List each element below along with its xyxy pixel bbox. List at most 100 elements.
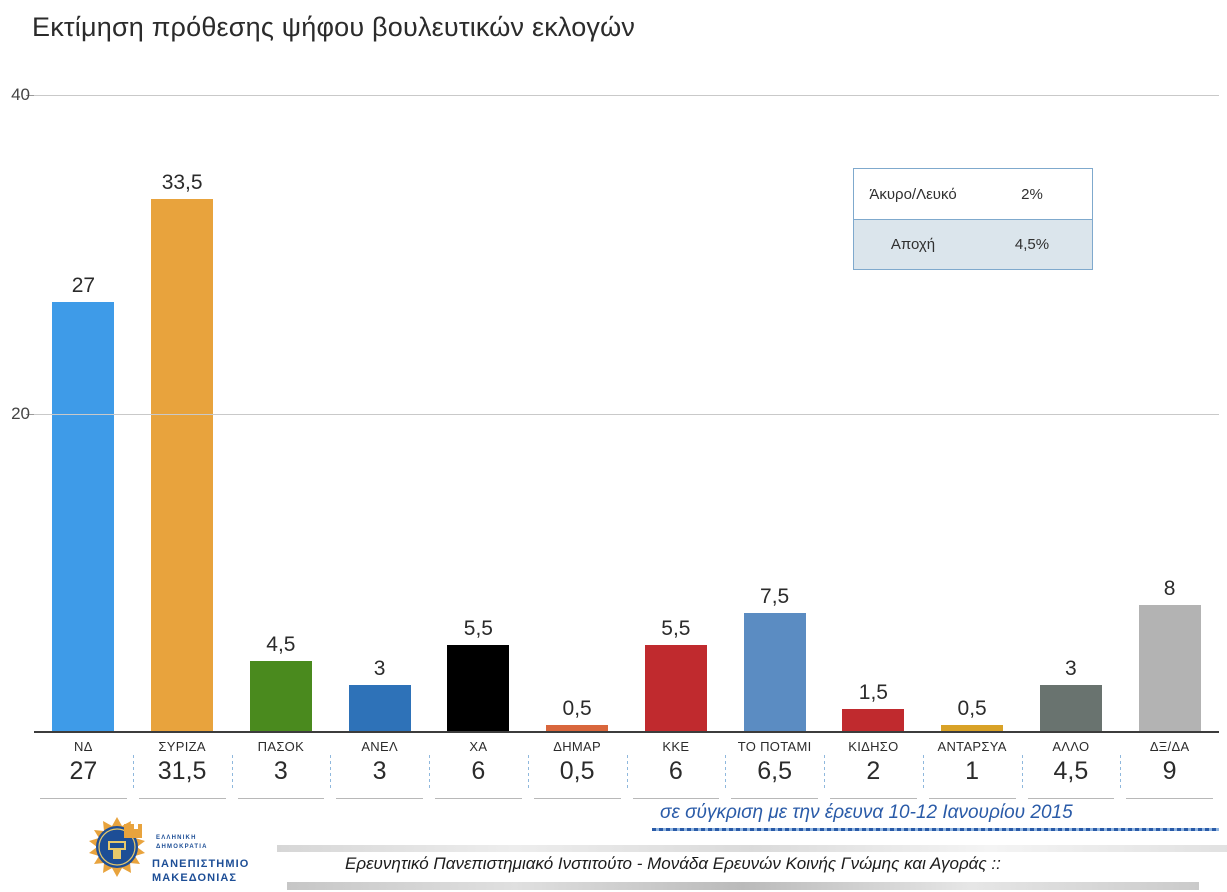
- bar-column: 3: [330, 95, 429, 733]
- bar-ΑΝΤΑΡΣΥΑ[interactable]: 0,5: [941, 697, 1004, 733]
- annotation-row-invalid-blank: Άκυρο/Λευκό 2%: [854, 169, 1092, 219]
- bar-value-label: 3: [1065, 657, 1077, 681]
- bar-value-label: 5,5: [661, 617, 691, 641]
- category-underline: [830, 798, 917, 799]
- previous-survey-value: 27: [69, 757, 98, 785]
- category-separator: [824, 755, 825, 791]
- annotation-row-abstention: Αποχή 4,5%: [854, 219, 1092, 269]
- category-cell-ΔΞ/ΔΑ: ΔΞ/ΔΑ 9: [1120, 735, 1219, 799]
- previous-survey-value: 9: [1162, 757, 1177, 785]
- annotation-label-invalid-blank: Άκυρο/Λευκό: [869, 185, 957, 203]
- bar-ΣΥΡΙΖΑ[interactable]: 33,5: [151, 171, 214, 733]
- category-label: ΧΑ: [469, 739, 488, 754]
- bar-value-label: 33,5: [161, 170, 203, 194]
- category-label: ΝΔ: [74, 739, 93, 754]
- bar-ΚΙΔΗΣΟ[interactable]: 1,5: [842, 681, 905, 733]
- footer-smudge-top: [277, 845, 1227, 852]
- footer-text: Ερευνητικό Πανεπιστημιακό Ινστιτούτο - Μ…: [345, 854, 1001, 873]
- y-axis: 20 40: [0, 85, 34, 733]
- annotation-value-abstention: 4,5%: [1014, 236, 1050, 253]
- footer-band: [277, 845, 1227, 892]
- bar-ΔΗΜΑΡ[interactable]: 0,5: [546, 697, 609, 733]
- bar-ΧΑ[interactable]: 5,5: [447, 617, 510, 733]
- y-tick-label-20: 20: [11, 404, 30, 423]
- bar-column: 8: [1120, 95, 1219, 733]
- category-cell-ΠΑΣΟΚ: ΠΑΣΟΚ 3: [231, 735, 331, 799]
- category-separator: [527, 755, 529, 791]
- category-cell-ΚΙΔΗΣΟ: ΚΙΔΗΣΟ 2: [824, 735, 923, 799]
- previous-survey-value: 31,5: [157, 757, 207, 785]
- bar-column: 5,5: [627, 95, 726, 733]
- bar-ΝΔ[interactable]: 27: [52, 274, 115, 733]
- category-label: ΑΛΛΟ: [1052, 739, 1090, 754]
- category-label: ΤΟ ΠΟΤΑΜΙ: [737, 739, 812, 754]
- category-label: ΚΚΕ: [662, 739, 690, 754]
- annotation-value-invalid-blank: 2%: [1021, 185, 1043, 203]
- previous-survey-value: 6: [668, 757, 683, 785]
- x-axis-line: [34, 731, 1219, 733]
- bar-series: 27 33,5 4,5 3 5,5 0,5 5,5 7,5 1,5 0,5 3 8: [34, 95, 1219, 733]
- bar-value-label: 1,5: [858, 681, 888, 705]
- category-label: ΔΞ/ΔΑ: [1149, 739, 1190, 754]
- previous-survey-value: 3: [273, 757, 288, 785]
- comparison-underline: [652, 828, 1219, 831]
- bar-value-label: 5,5: [463, 617, 493, 641]
- bar-ΚΚΕ[interactable]: 5,5: [644, 617, 707, 733]
- bar-column: 5,5: [429, 95, 528, 733]
- category-underline: [435, 798, 522, 799]
- category-cell-ΝΔ: ΝΔ 27: [34, 735, 133, 799]
- previous-survey-value: 3: [372, 757, 387, 785]
- bar-column: 1,5: [824, 95, 923, 733]
- category-axis-table: ΝΔ 27 ΣΥΡΙΖΑ 31,5 ΠΑΣΟΚ 3 ΑΝΕΛ 3 ΧΑ 6 ΔΗΜΑΡ 0,5 ΚΚΕ 6…: [34, 735, 1219, 799]
- category-label: ΑΝΤΑΡΣΥΑ: [937, 739, 1007, 754]
- previous-survey-value: 6,5: [757, 757, 792, 785]
- category-label: ΔΗΜΑΡ: [553, 739, 601, 754]
- category-separator: [922, 755, 924, 791]
- category-underline: [336, 798, 423, 799]
- bar-value-label: 0,5: [957, 697, 987, 721]
- bar-ΔΞ/ΔΑ[interactable]: 8: [1138, 577, 1201, 733]
- previous-survey-value: 4,5: [1053, 757, 1089, 785]
- bar-value-label: 3: [373, 657, 386, 681]
- bar-ΑΛΛΟ[interactable]: 3: [1039, 657, 1102, 733]
- category-underline: [40, 798, 127, 799]
- page-title: Εκτίμηση πρόθεσης ψήφου βουλευτικών εκλο…: [32, 12, 636, 42]
- category-cell-ΑΝΕΛ: ΑΝΕΛ 3: [330, 735, 429, 799]
- category-separator: [132, 755, 134, 791]
- annotation-table: Άκυρο/Λευκό 2% Αποχή 4,5%: [853, 168, 1093, 270]
- previous-survey-value: 1: [965, 757, 980, 785]
- bar-value-label: 8: [1163, 577, 1176, 601]
- category-separator: [1021, 755, 1023, 791]
- bar-column: 0,5: [923, 95, 1022, 733]
- category-separator: [231, 755, 233, 791]
- logo-title-line1: ΠΑΝΕΠΙΣΤΗΜΙΟ: [152, 858, 250, 870]
- category-cell-ΚΚΕ: ΚΚΕ 6: [626, 735, 726, 799]
- logo-title-line2: ΜΑΚΕΔΟΝΙΑΣ: [152, 871, 238, 884]
- category-underline: [533, 798, 621, 799]
- footer-smudge-bottom: [287, 882, 1199, 890]
- logo-subtitle: ΕΛΛΗΝΙΚΗ ΔΗΜΟΚΡΑΤΙΑ: [156, 835, 208, 850]
- category-underline: [1027, 798, 1115, 799]
- category-separator: [626, 755, 628, 791]
- bar-column: 0,5: [528, 95, 627, 733]
- y-tick-mark-40: [26, 95, 34, 96]
- gridline-20: [34, 414, 1219, 415]
- category-cell-ΤΟ ΠΟΤΑΜΙ: ΤΟ ΠΟΤΑΜΙ 6,5: [725, 735, 824, 799]
- bar-ΠΑΣΟΚ[interactable]: 4,5: [249, 633, 312, 733]
- bar-column: 3: [1022, 95, 1121, 733]
- category-underline: [237, 798, 325, 799]
- category-cell-ΔΗΜΑΡ: ΔΗΜΑΡ 0,5: [527, 735, 627, 799]
- category-separator: [1120, 755, 1122, 791]
- chart-plot-area: 27 33,5 4,5 3 5,5 0,5 5,5 7,5 1,5 0,5 3 8: [34, 95, 1219, 733]
- bar-value-label: 27: [71, 274, 96, 298]
- category-separator: [330, 755, 332, 791]
- bar-ΑΝΕΛ[interactable]: 3: [348, 657, 411, 733]
- category-label: ΣΥΡΙΖΑ: [158, 739, 206, 754]
- bar-value-label: 7,5: [760, 585, 790, 609]
- bar-ΤΟ ΠΟΤΑΜΙ[interactable]: 7,5: [743, 585, 806, 733]
- previous-survey-value: 6: [471, 757, 486, 785]
- university-seal-icon: [89, 817, 145, 877]
- previous-survey-value: 2: [866, 757, 881, 785]
- bar-column: 4,5: [232, 95, 331, 733]
- category-cell-ΑΝΤΑΡΣΥΑ: ΑΝΤΑΡΣΥΑ 1: [922, 735, 1022, 799]
